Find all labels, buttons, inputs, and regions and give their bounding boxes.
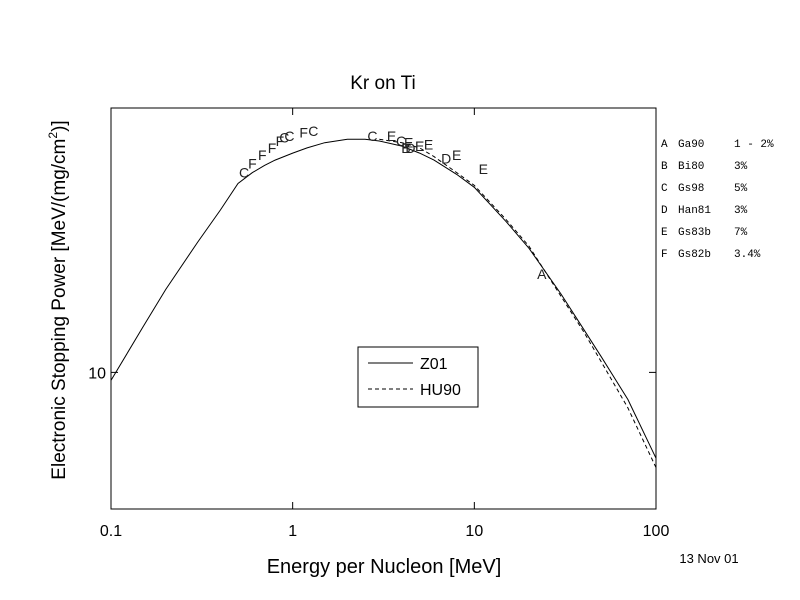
data-point-e-19: E — [452, 147, 461, 163]
x-tick-label-0: 0.1 — [100, 523, 122, 540]
reference-a: A Ga90 1 - 2% — [661, 139, 774, 151]
data-point-f-3: F — [258, 147, 267, 163]
y-axis-label-tail: )] — [49, 120, 70, 132]
data-point-a-0: A — [537, 266, 547, 282]
reference-uncertainty: 7% — [734, 227, 748, 239]
reference-key-letter: D — [661, 205, 668, 217]
reference-source: Bi80 — [678, 161, 704, 173]
legend-box — [357, 346, 479, 408]
x-tick-label-2: 10 — [465, 523, 483, 540]
plot-frame — [110, 107, 657, 510]
reference-key-letter: C — [661, 183, 668, 195]
y-tick-label-0: 10 — [88, 365, 106, 382]
data-point-c-6: C — [279, 130, 289, 146]
y-axis-label-superscript: 2 — [46, 132, 60, 139]
reference-source: Gs83b — [678, 227, 711, 239]
series-layer — [110, 138, 657, 468]
reference-source: Ga90 — [678, 139, 704, 151]
data-point-e-20: E — [479, 161, 488, 177]
data-point-f-8: F — [299, 125, 308, 141]
reference-key-letter: E — [661, 227, 668, 239]
axis-ticks: 0.1 1 10 100 10 — [88, 108, 669, 540]
data-point-f-4: F — [268, 140, 277, 156]
series-line-z01 — [110, 138, 657, 459]
reference-uncertainty: 3% — [734, 161, 748, 173]
data-point-c-1: C — [239, 165, 249, 181]
reference-source: Gs98 — [678, 183, 704, 195]
reference-f: F Gs82b 3.4% — [661, 249, 761, 261]
y-axis-label-main: Electronic Stopping Power [MeV/(mg/cm — [49, 139, 70, 480]
data-point-d-18: D — [441, 150, 451, 166]
data-point-f-5: F — [276, 133, 285, 149]
legend: Z01 HU90 — [357, 346, 479, 408]
reference-source: Gs82b — [678, 249, 711, 261]
data-point-f-2: F — [248, 156, 257, 172]
chart-title: Kr on Ti — [350, 73, 415, 94]
reference-key: A Ga90 1 - 2% B Bi80 3% C Gs98 5% D Han81 3% E Gs83b 7… — [661, 139, 774, 261]
data-point-e-17: E — [424, 136, 433, 152]
reference-key-letter: F — [661, 249, 668, 261]
reference-uncertainty: 3.4% — [734, 249, 761, 261]
legend-label-z01: Z01 — [420, 356, 448, 373]
data-point-b-14: B — [401, 140, 410, 156]
data-point-c-9: C — [308, 123, 318, 139]
reference-b: B Bi80 3% — [661, 161, 748, 173]
x-tick-label-1: 1 — [288, 523, 297, 540]
data-point-c-7: C — [284, 128, 294, 144]
y-axis-label: Electronic Stopping Power [MeV/(mg/cm2)] — [46, 120, 70, 479]
reference-key-letter: B — [661, 161, 668, 173]
reference-source: Han81 — [678, 205, 711, 217]
reference-key-letter: A — [661, 139, 668, 151]
reference-uncertainty: 3% — [734, 205, 748, 217]
reference-uncertainty: 5% — [734, 183, 748, 195]
date-stamp: 13 Nov 01 — [679, 551, 738, 566]
x-axis-label: Energy per Nucleon [MeV] — [267, 556, 502, 578]
reference-uncertainty: 1 - 2% — [734, 139, 774, 151]
data-point-e-13: E — [404, 135, 413, 151]
data-point-e-11: E — [387, 128, 396, 144]
data-point-d-15: D — [405, 140, 415, 156]
legend-label-hu90: HU90 — [420, 382, 461, 399]
series-line-hu90 — [379, 138, 657, 468]
reference-c: C Gs98 5% — [661, 183, 748, 195]
data-point-c-10: C — [367, 128, 377, 144]
x-tick-label-3: 100 — [643, 523, 670, 540]
data-point-c-12: C — [396, 133, 406, 149]
reference-e: E Gs83b 7% — [661, 227, 748, 239]
data-point-e-16: E — [415, 138, 424, 154]
reference-d: D Han81 3% — [661, 205, 748, 217]
